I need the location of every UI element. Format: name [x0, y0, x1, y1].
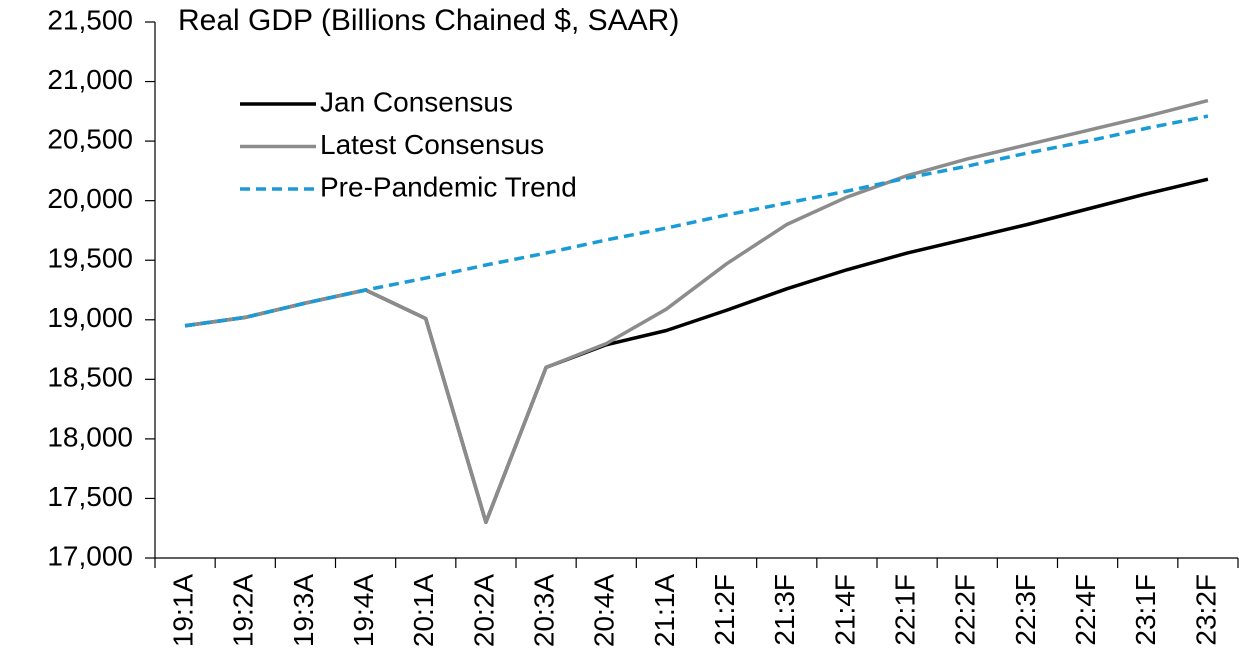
x-tick-label: 20:1A [408, 574, 439, 647]
series-line [184, 98, 1209, 525]
y-tick-label: 17,500 [47, 481, 133, 512]
y-tick-label: 18,000 [47, 421, 133, 452]
x-tick-label: 22:3F [1010, 574, 1041, 646]
x-tick-label: 21:4F [829, 574, 860, 646]
x-tick-label: 20:4A [589, 574, 620, 647]
series-line [184, 114, 1209, 328]
y-tick-label: 21,000 [47, 64, 133, 95]
x-tick-label: 21:1A [649, 574, 680, 647]
series-line [184, 177, 1209, 525]
x-tick-label: 19:2A [228, 574, 259, 647]
x-tick-label: 20:2A [468, 574, 499, 647]
x-tick-label: 23:2F [1190, 574, 1221, 646]
x-tick-label: 21:3F [769, 574, 800, 646]
x-tick-label: 21:2F [709, 574, 740, 646]
chart-title: Real GDP (Billions Chained $, SAAR) [178, 4, 679, 37]
x-tick-label: 19:4A [348, 574, 379, 647]
legend-label: Pre-Pandemic Trend [320, 171, 577, 202]
legend-label: Jan Consensus [320, 86, 513, 117]
x-tick-label: 19:3A [288, 574, 319, 647]
y-tick-label: 20,500 [47, 124, 133, 155]
legend-label: Latest Consensus [320, 129, 544, 160]
y-tick-label: 19,500 [47, 243, 133, 274]
y-tick-label: 21,500 [47, 4, 133, 35]
y-tick-label: 17,000 [47, 540, 133, 571]
x-tick-label: 23:1F [1130, 574, 1161, 646]
x-tick-label: 22:2F [950, 574, 981, 646]
x-tick-label: 19:1A [167, 574, 198, 647]
y-tick-label: 18,500 [47, 362, 133, 393]
y-tick-label: 19,000 [47, 302, 133, 333]
x-tick-label: 22:1F [889, 574, 920, 646]
y-tick-label: 20,000 [47, 183, 133, 214]
x-tick-label: 22:4F [1070, 574, 1101, 646]
x-tick-label: 20:3A [528, 574, 559, 647]
